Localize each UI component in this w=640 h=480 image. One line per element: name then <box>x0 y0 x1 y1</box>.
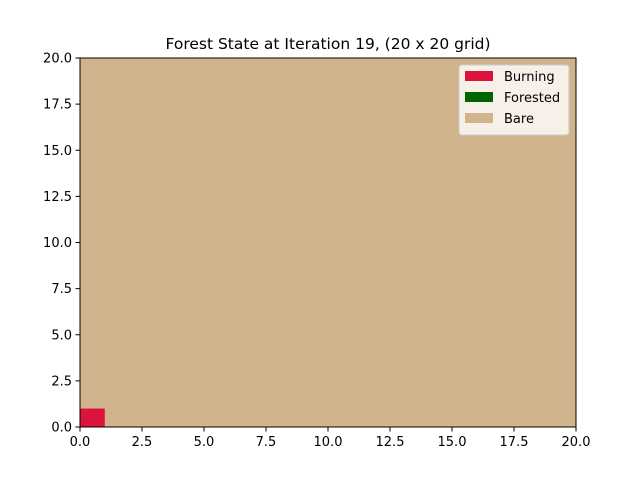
y-tick-label: 5.0 <box>51 328 72 343</box>
x-tick-label: 2.5 <box>132 435 153 450</box>
y-tick-label: 10.0 <box>43 236 72 251</box>
x-tick-label: 10.0 <box>314 435 343 450</box>
x-tick-label: 20.0 <box>562 435 591 450</box>
cell-burning <box>80 408 105 427</box>
x-tick-label: 0.0 <box>70 435 91 450</box>
x-tick-label: 12.5 <box>376 435 405 450</box>
legend-swatch-bare <box>465 113 493 123</box>
legend-label-forested: Forested <box>504 91 560 106</box>
y-tick-label: 2.5 <box>51 374 72 389</box>
x-tick-label: 15.0 <box>438 435 467 450</box>
y-tick-label: 12.5 <box>43 190 72 205</box>
axes: 0.0 2.5 5.0 7.5 10.0 12.5 15.0 17.5 20.0 0.0 2.5 5.… <box>43 52 590 451</box>
legend: Burning Forested Bare <box>458 64 570 136</box>
chart-title: Forest State at Iteration 19, (20 x 20 g… <box>165 35 490 53</box>
legend-swatch-burning <box>465 71 493 81</box>
y-tick-label: 20.0 <box>43 52 72 67</box>
x-tick-label: 5.0 <box>194 435 215 450</box>
y-tick-label: 15.0 <box>43 144 72 159</box>
legend-swatch-forested <box>465 92 493 102</box>
y-tick-label: 0.0 <box>51 421 72 436</box>
legend-label-burning: Burning <box>504 70 555 85</box>
y-tick-label: 17.5 <box>43 98 72 113</box>
y-tick-label: 7.5 <box>51 282 72 297</box>
x-tick-label: 17.5 <box>500 435 529 450</box>
x-tick-label: 7.5 <box>256 435 277 450</box>
legend-label-bare: Bare <box>504 112 534 127</box>
